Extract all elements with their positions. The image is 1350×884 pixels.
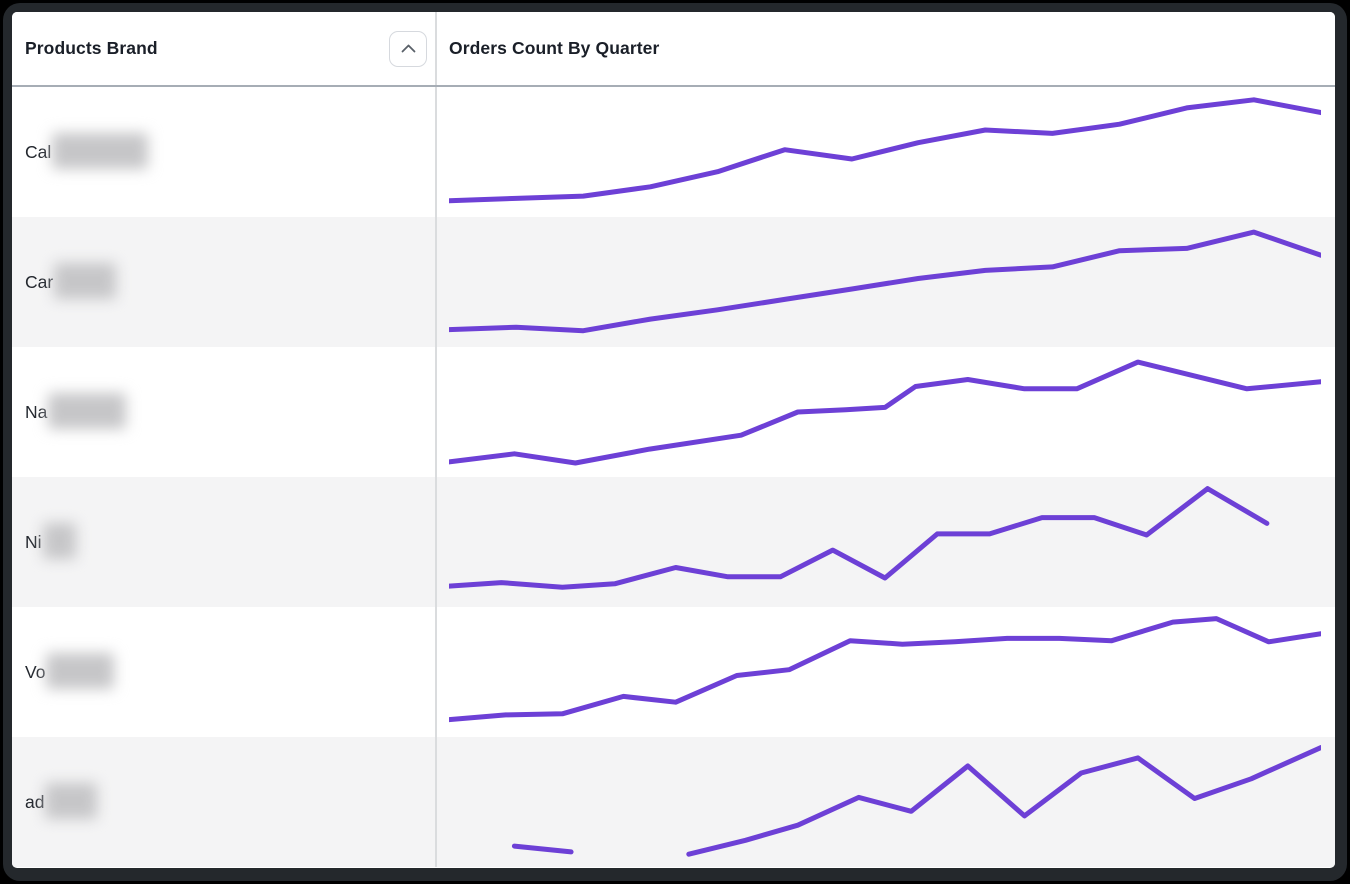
brand-cell: Cal xyxy=(12,87,437,217)
table-row: Cal xyxy=(12,87,1335,217)
table-row: Na xyxy=(12,347,1335,477)
brand-cell: Na xyxy=(12,347,437,477)
table-row: Vo xyxy=(12,607,1335,737)
window-frame: Products Brand Orders Count By Quarter C… xyxy=(3,3,1347,881)
brand-label: ad xyxy=(25,783,98,820)
sort-button[interactable] xyxy=(389,30,427,67)
brand-label: Na xyxy=(25,393,127,430)
sparkline-path xyxy=(686,745,1321,857)
table-header-row: Products Brand Orders Count By Quarter xyxy=(12,12,1335,87)
sparkline-path xyxy=(449,616,1321,723)
brand-label: Cal xyxy=(25,133,149,170)
sparkline-chart xyxy=(449,229,1321,334)
table-row: Car xyxy=(12,217,1335,347)
brand-cell: Car xyxy=(12,217,437,347)
brand-cell: Ni xyxy=(12,477,437,607)
redacted-text-blur xyxy=(45,783,98,819)
table-body: Cal Car Na Ni Vo ad xyxy=(12,87,1335,868)
redacted-text-blur xyxy=(54,263,117,299)
brand-label: Ni xyxy=(25,523,76,560)
redacted-text-blur xyxy=(48,393,127,429)
sparkline-cell xyxy=(437,347,1335,477)
sparkline-chart xyxy=(511,745,1321,857)
sparkline-cell xyxy=(437,87,1335,217)
brand-label: Car xyxy=(25,263,117,300)
products-brand-header-label[interactable]: Products Brand xyxy=(25,38,158,58)
sparkline-chart xyxy=(449,486,1270,590)
sparkline-cell xyxy=(437,607,1335,737)
sparkline-path xyxy=(449,229,1321,334)
sparkline-cell xyxy=(437,737,1335,867)
sparkline-path xyxy=(449,486,1270,590)
redacted-text-blur xyxy=(46,653,115,689)
sparkline-cell xyxy=(437,477,1335,607)
sparkline-cell xyxy=(437,217,1335,347)
column-header-products-brand: Products Brand xyxy=(12,12,437,85)
redacted-text-blur xyxy=(52,133,149,169)
sparkline-chart xyxy=(449,97,1321,204)
table-row: ad xyxy=(12,737,1335,867)
brand-label: Vo xyxy=(25,653,115,690)
column-header-orders-count: Orders Count By Quarter xyxy=(437,12,1335,85)
table-visualization: Products Brand Orders Count By Quarter C… xyxy=(12,12,1335,868)
orders-count-header-label[interactable]: Orders Count By Quarter xyxy=(449,38,660,58)
sparkline-chart xyxy=(449,616,1321,723)
brand-cell: Vo xyxy=(12,607,437,737)
sparkline-path xyxy=(449,97,1321,204)
table-row: Ni xyxy=(12,477,1335,607)
sparkline-chart xyxy=(449,359,1321,466)
chevron-up-icon xyxy=(401,41,416,56)
sparkline-path xyxy=(449,359,1321,466)
redacted-text-blur xyxy=(42,523,76,559)
brand-cell: ad xyxy=(12,737,437,867)
sparkline-path xyxy=(511,843,574,855)
